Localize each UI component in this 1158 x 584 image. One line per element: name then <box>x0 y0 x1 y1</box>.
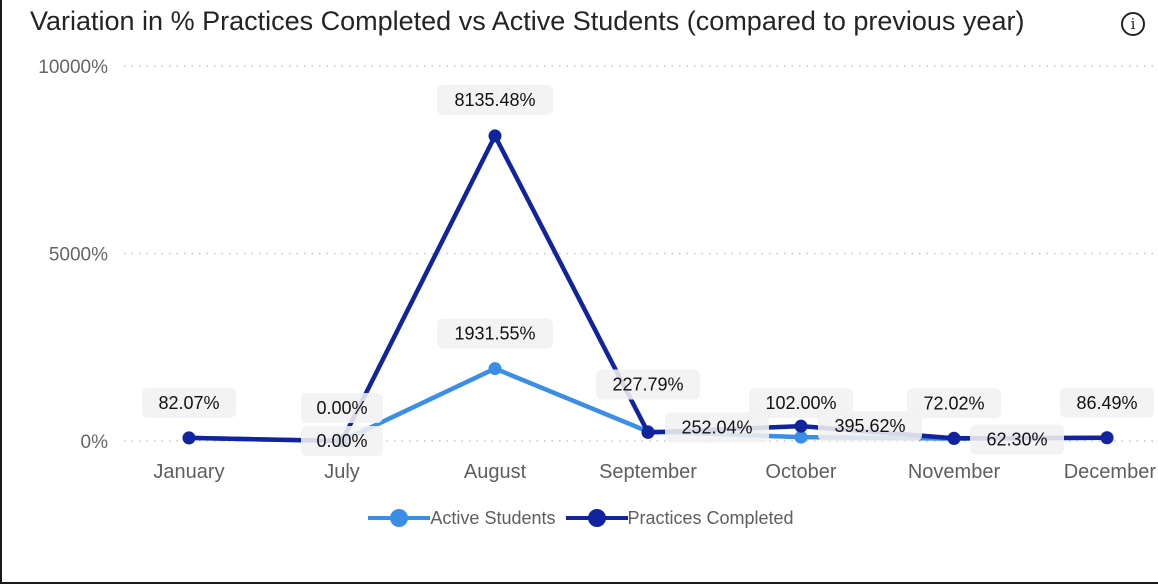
data-point-active-students <box>488 362 502 376</box>
data-point-active-students <box>794 430 808 444</box>
data-label-practices-completed: 82.07% <box>158 393 219 413</box>
x-tick-label: December <box>1064 461 1157 483</box>
data-label-background <box>301 393 383 423</box>
x-tick-label: August <box>464 461 527 483</box>
y-tick-label: 10000% <box>38 57 108 78</box>
data-point-practices-completed <box>488 129 502 143</box>
data-point-practices-completed <box>641 425 655 439</box>
data-label-active-students: 252.04% <box>681 418 752 438</box>
y-tick-label: 0% <box>81 432 109 453</box>
data-label-background <box>142 387 236 418</box>
data-point-practices-completed <box>947 431 961 445</box>
x-tick-label: July <box>324 461 360 483</box>
data-label-active-students: 62.30% <box>986 430 1047 450</box>
data-label-background <box>437 84 553 115</box>
data-label-practices-completed: 86.49% <box>1076 393 1137 413</box>
y-tick-label: 5000% <box>49 245 108 266</box>
data-point-practices-completed <box>1100 431 1114 445</box>
legend-label: Practices Completed <box>627 507 794 528</box>
data-label-practices-completed: 8135.48% <box>454 90 535 110</box>
data-label-background <box>970 424 1064 455</box>
data-label-background <box>301 426 383 456</box>
data-label-background <box>665 412 769 443</box>
data-label-practices-completed: 227.79% <box>612 374 683 394</box>
data-label-background <box>907 388 1001 419</box>
legend-marker-icon <box>565 509 628 527</box>
x-tick-label: September <box>599 461 697 483</box>
x-tick-label: October <box>765 461 836 483</box>
legend-item-practices-completed[interactable]: Practices Completed <box>565 505 794 531</box>
legend-item-active-students[interactable]: Active Students <box>368 505 556 531</box>
data-label-background <box>749 388 853 419</box>
data-label-background <box>437 318 553 349</box>
chart-legend: Active Students Practices Completed <box>2 505 1158 531</box>
data-label-background <box>596 369 700 400</box>
x-tick-label: November <box>908 461 1001 483</box>
data-point-practices-completed <box>182 431 196 445</box>
chart-title: Variation in % Practices Completed vs Ac… <box>30 6 1025 36</box>
data-label-active-students: 1931.55% <box>454 324 535 344</box>
data-point-practices-completed <box>794 419 808 433</box>
data-label-practices-completed: 72.02% <box>923 393 984 413</box>
info-icon[interactable]: i <box>1121 12 1145 36</box>
data-label-practices-completed: 0.00% <box>316 431 367 451</box>
legend-marker-icon <box>368 509 431 527</box>
legend-label: Active Students <box>430 507 556 528</box>
data-label-background <box>1060 387 1154 418</box>
data-label-active-students: 0.00% <box>316 398 367 418</box>
x-tick-label: January <box>153 461 224 483</box>
data-label-practices-completed: 395.62% <box>834 416 905 436</box>
data-label-background <box>818 411 922 442</box>
data-label-active-students: 102.00% <box>765 393 836 413</box>
